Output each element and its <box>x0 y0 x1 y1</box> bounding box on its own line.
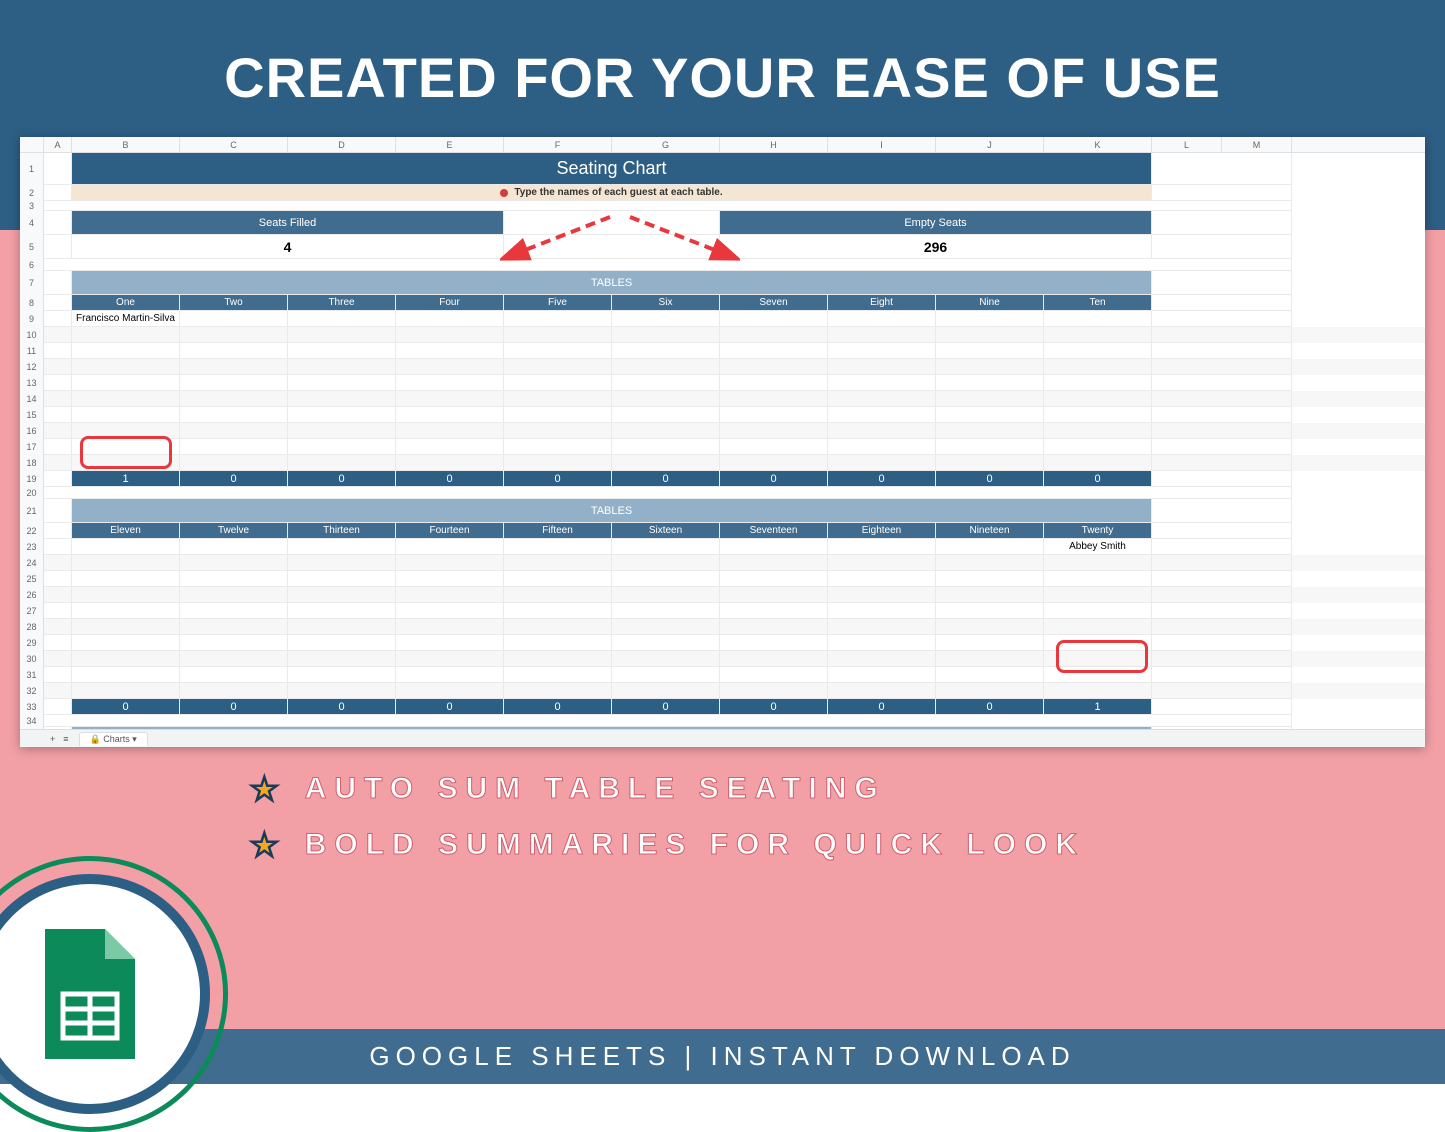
seating-chart-title: Seating Chart <box>72 153 1152 185</box>
seats-filled-value: 4 <box>72 235 504 259</box>
google-sheets-badge <box>0 874 210 1114</box>
star-icon: ★ <box>250 770 287 808</box>
stat-value-row: 5 4 296 <box>20 235 1425 259</box>
footer-text: GOOGLE SHEETS | INSTANT DOWNLOAD <box>369 1041 1075 1072</box>
features-list: ★ AUTO SUM TABLE SEATING ★ BOLD SUMMARIE… <box>250 770 1085 882</box>
guest-name-cell[interactable]: Abbey Smith <box>1044 539 1152 555</box>
column-headers: A B C D E F G H I J K L M <box>20 137 1425 153</box>
star-icon: ★ <box>250 826 287 864</box>
title-row: 1 Seating Chart <box>20 153 1425 185</box>
sheet-tab[interactable]: 🔒 Charts ▾ <box>79 732 148 746</box>
seats-filled-label: Seats Filled <box>72 211 504 235</box>
group1-guest-row[interactable]: 9 Francisco Martin-Silva <box>20 311 1425 327</box>
feature-item: ★ BOLD SUMMARIES FOR QUICK LOOK <box>250 826 1085 864</box>
group1-sum-row: 19 1 0 0 0 0 0 0 0 0 0 <box>20 471 1425 487</box>
feature-text: BOLD SUMMARIES FOR QUICK LOOK <box>305 828 1085 862</box>
google-sheets-icon <box>35 924 145 1064</box>
sheets-menu-icon[interactable]: ≡ <box>63 734 68 744</box>
empty-seats-label: Empty Seats <box>720 211 1152 235</box>
sheet-body: 1 Seating Chart 2 Type the names of each… <box>20 153 1425 747</box>
group2-sum-row: 33 0 0 0 0 0 0 0 0 0 1 <box>20 699 1425 715</box>
add-sheet-icon[interactable]: + <box>50 734 55 744</box>
guest-name-cell[interactable]: Francisco Martin-Silva <box>72 311 180 327</box>
instruction-row: 2 Type the names of each guest at each t… <box>20 185 1425 201</box>
instruction-text: Type the names of each guest at each tab… <box>72 185 1152 201</box>
bullet-icon <box>500 189 508 197</box>
feature-text: AUTO SUM TABLE SEATING <box>305 772 886 806</box>
stat-header-row: 4 Seats Filled Empty Seats <box>20 211 1425 235</box>
group2-headers: 22 Eleven Twelve Thirteen Fourteen Fifte… <box>20 523 1425 539</box>
group2-guest-row[interactable]: 23 Abbey Smith <box>20 539 1425 555</box>
sheet-tabs[interactable]: + ≡ 🔒 Charts ▾ <box>20 729 1425 747</box>
group2-empty-rows[interactable]: 24 25 26 27 28 29 30 31 32 <box>20 555 1425 699</box>
tables-header-1: 7 TABLES <box>20 271 1425 295</box>
tables-header-2: 21 TABLES <box>20 499 1425 523</box>
headline: CREATED FOR YOUR EASE OF USE <box>224 45 1221 110</box>
group1-headers: 8 One Two Three Four Five Six Seven Eigh… <box>20 295 1425 311</box>
feature-item: ★ AUTO SUM TABLE SEATING <box>250 770 1085 808</box>
group1-empty-rows[interactable]: 10 11 12 13 14 15 16 17 18 <box>20 327 1425 471</box>
empty-seats-value: 296 <box>720 235 1152 259</box>
spreadsheet[interactable]: A B C D E F G H I J K L M 1 Seating Char… <box>20 137 1425 747</box>
